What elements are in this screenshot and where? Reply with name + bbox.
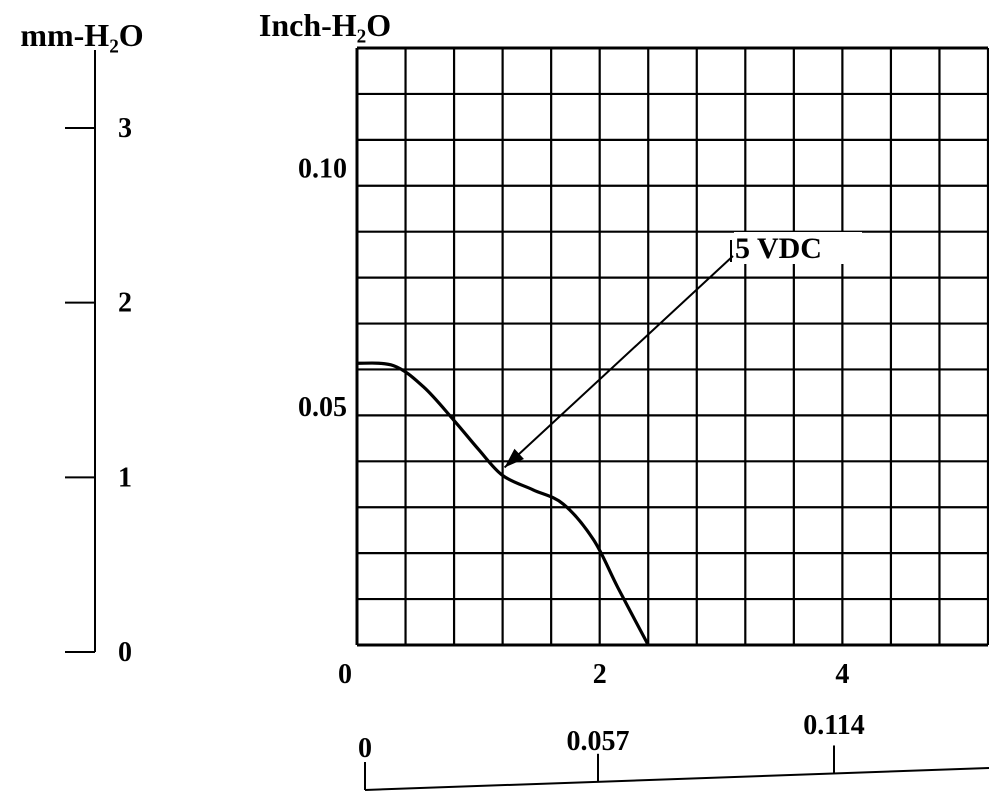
secondary-x-tick-label: 0.057 bbox=[567, 726, 630, 757]
chart-text: 5 VDC mm-H₂O Inch-H₂O 3 2 1 0 0.10 0.05 0 2 4 0 0.057… bbox=[20, 7, 864, 764]
chart-annotations bbox=[503, 232, 862, 469]
secondary-y-axis-label: mm-H₂O bbox=[20, 17, 143, 53]
secondary-x-tick-label: 0.114 bbox=[803, 710, 864, 741]
secondary-y-tick-label: 2 bbox=[118, 288, 132, 319]
secondary-x-axis-line bbox=[364, 767, 989, 791]
primary-y-axis-label: Inch-H₂O bbox=[259, 7, 391, 43]
annotation-leader-line bbox=[503, 255, 734, 469]
primary-x-tick-label: 4 bbox=[835, 659, 849, 690]
primary-x-tick-label: 2 bbox=[593, 659, 607, 690]
annotation-arrowhead bbox=[504, 448, 524, 468]
secondary-x-tick-label: 0 bbox=[358, 733, 372, 764]
secondary-y-tick-label: 1 bbox=[118, 462, 132, 493]
annotation-label-bg bbox=[734, 232, 862, 264]
secondary-y-tick-label: 3 bbox=[118, 113, 132, 144]
series-line bbox=[356, 361, 650, 646]
primary-x-tick-label: 0 bbox=[338, 659, 352, 690]
chart-grid bbox=[355, 46, 989, 647]
chart-axes bbox=[65, 46, 989, 791]
primary-y-tick-label: 0.05 bbox=[298, 392, 347, 423]
chart-series bbox=[356, 361, 650, 646]
primary-y-tick-label: 0.10 bbox=[298, 153, 347, 184]
annotation-label: 5 VDC bbox=[735, 232, 822, 265]
secondary-y-tick-label: 0 bbox=[118, 637, 132, 668]
